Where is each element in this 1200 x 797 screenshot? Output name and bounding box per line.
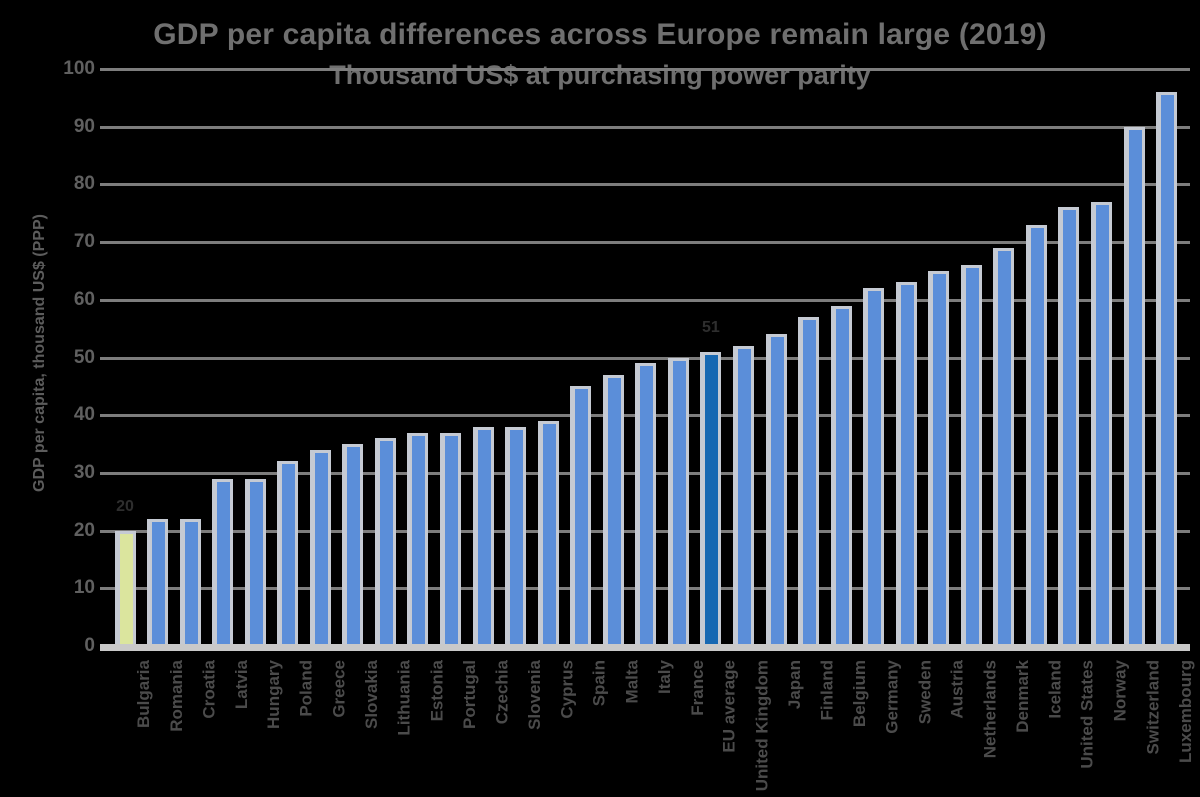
y-tick-label: 20	[73, 519, 95, 541]
x-tick-label: Slovenia	[524, 660, 544, 730]
x-tick-label: Norway	[1110, 660, 1130, 722]
bar-croatia	[179, 519, 201, 646]
y-tick-label: 80	[73, 173, 95, 195]
x-tick-label: Lithuania	[394, 660, 414, 736]
x-tick-label: Croatia	[199, 660, 219, 719]
x-tick-label: Bulgaria	[134, 660, 153, 729]
bar-sweden	[895, 282, 917, 646]
bar-austria	[928, 270, 950, 646]
bar-hungary	[244, 478, 266, 646]
x-tick-label: Estonia	[426, 660, 446, 722]
y-tick-label: 30	[73, 461, 95, 483]
bar-switzerland	[1123, 126, 1145, 646]
x-tick-label: United States	[1077, 660, 1097, 769]
y-tick-label: 10	[73, 577, 95, 599]
gridline	[100, 298, 1190, 302]
bar-cyprus	[537, 420, 559, 646]
y-tick-label: 40	[73, 404, 95, 426]
gridline	[100, 125, 1190, 129]
bar-value-label: 51	[701, 318, 720, 336]
x-tick-label: France	[687, 660, 707, 716]
chart-subtitle: Thousand US$ at purchasing power parity	[329, 60, 871, 90]
chart-title-block: GDP per capita differences across Europe…	[0, 18, 1200, 91]
bar-denmark	[993, 247, 1015, 646]
x-tick-label: Spain	[589, 660, 609, 707]
y-tick-label: 60	[73, 288, 95, 310]
bar-belgium	[830, 305, 852, 646]
bar-iceland	[1025, 224, 1047, 646]
bar-malta	[602, 374, 624, 646]
x-tick-label: Sweden	[915, 660, 935, 725]
x-tick-label: Denmark	[1012, 660, 1032, 733]
chart-title: GDP per capita differences across Europe…	[153, 18, 1047, 51]
bar-france	[667, 357, 689, 646]
x-tick-label: Hungary	[264, 660, 284, 729]
bar-united-states	[1058, 207, 1080, 646]
bar-luxembourg	[1156, 92, 1178, 646]
x-tick-label: Italy	[654, 660, 674, 695]
x-tick-label: United Kingdom	[752, 660, 772, 792]
bar-spain	[570, 386, 592, 646]
bar-lithuania	[374, 438, 396, 646]
y-tick-label: 70	[73, 231, 95, 253]
bar-poland	[277, 461, 299, 646]
y-tick-label: 90	[73, 115, 95, 137]
bar-norway	[1091, 201, 1112, 646]
x-axis-line	[100, 644, 1190, 651]
x-tick-label: Luxembourg	[1175, 660, 1195, 763]
x-tick-label: Czechia	[492, 660, 512, 725]
y-tick-label: 0	[84, 635, 95, 656]
x-tick-label: Finland	[817, 660, 837, 721]
y-tick-label: 100	[63, 58, 95, 79]
bar-greece	[309, 449, 331, 646]
x-tick-label: Iceland	[1045, 660, 1065, 719]
x-tick-label: Greece	[329, 660, 349, 718]
bar-czechia	[472, 426, 494, 646]
gridline	[100, 183, 1190, 187]
x-tick-label: Malta	[622, 660, 642, 704]
bar-bulgaria	[114, 530, 136, 646]
x-tick-label: Portugal	[459, 660, 479, 729]
bar-slovenia	[505, 426, 527, 646]
bar-latvia	[212, 478, 234, 646]
bar-portugal	[440, 432, 461, 646]
x-tick-label: Switzerland	[1143, 660, 1163, 755]
bar-united-kingdom	[732, 345, 754, 646]
bar-netherlands	[960, 265, 982, 646]
x-tick-label: Austria	[947, 660, 967, 719]
x-tick-label: Germany	[882, 660, 902, 734]
bar-eu-average	[700, 351, 722, 646]
bar-italy	[635, 363, 657, 646]
x-tick-label: Cyprus	[557, 660, 577, 719]
x-tick-label: EU average	[719, 660, 739, 753]
gridline	[100, 356, 1190, 360]
x-tick-label: Japan	[785, 660, 804, 710]
gridline	[100, 68, 1190, 71]
x-tick-label: Netherlands	[980, 660, 1000, 759]
gridline	[100, 241, 1190, 245]
x-tick-label: Romania	[166, 660, 186, 732]
bar-germany	[863, 288, 885, 646]
x-tick-label: Slovakia	[361, 660, 381, 729]
bar-romania	[147, 519, 169, 646]
x-tick-label: Latvia	[231, 660, 251, 710]
bar-japan	[765, 334, 787, 646]
x-tick-label: Belgium	[850, 660, 870, 728]
bar-finland	[798, 317, 820, 646]
bar-estonia	[407, 432, 429, 646]
bar-value-label: 20	[116, 497, 134, 515]
x-tick-label: Poland	[296, 660, 316, 717]
bar-slovakia	[342, 444, 364, 646]
y-tick-label: 50	[73, 346, 95, 368]
